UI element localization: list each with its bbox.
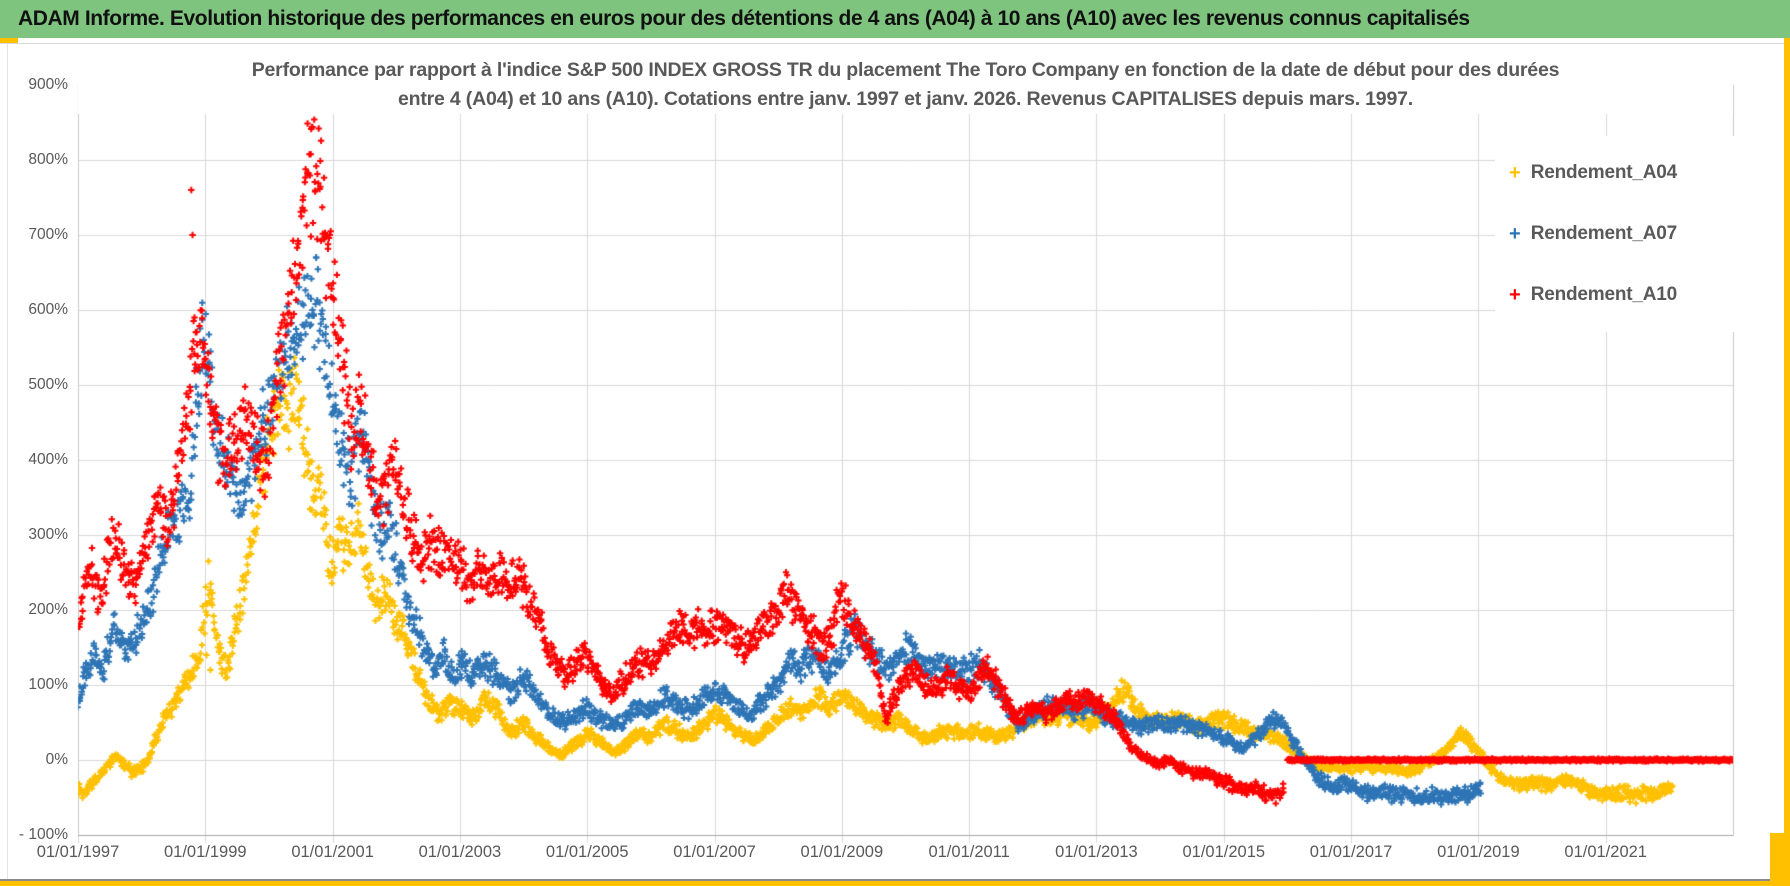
y-axis-tick-label: - 100% (18, 826, 68, 843)
x-axis-tick-label: 01/01/2021 (1564, 843, 1647, 861)
x-axis-tick-label: 01/01/2015 (1182, 843, 1266, 861)
header-title: ADAM Informe. Evolution historique des p… (18, 7, 1470, 30)
x-axis-tick-label: 01/01/2001 (291, 843, 374, 861)
chart-legend: + Rendement_A04 + Rendement_A07 + Rendem… (1495, 136, 1748, 332)
y-axis-tick-label: 700% (28, 226, 68, 243)
accent-border-bottom (0, 881, 1790, 886)
chart-title-line2: entre 4 (A04) et 10 ans (A10). Cotations… (398, 88, 1413, 110)
x-axis-tick-label: 01/01/2019 (1437, 843, 1520, 861)
legend-label-a10: Rendement_A10 (1530, 284, 1677, 306)
slide-left-hairline (7, 44, 8, 879)
accent-border-right (1784, 38, 1790, 886)
x-axis-tick-label: 01/01/2013 (1055, 843, 1138, 861)
accent-corner-bottom-right (1770, 833, 1790, 886)
chart-title-line1: Performance par rapport à l'indice S&P 5… (251, 59, 1560, 81)
legend-label-a07: Rendement_A07 (1530, 222, 1677, 244)
plus-marker-icon: + (1509, 284, 1521, 307)
legend-item-a07: + Rendement_A07 (1495, 223, 1748, 245)
x-axis-tick-label: 01/01/2009 (800, 843, 884, 861)
x-axis-tick-label: 01/01/2005 (545, 843, 629, 861)
x-axis-tick-label: 01/01/2007 (673, 843, 756, 861)
slide-bottom-line (0, 879, 1790, 881)
x-axis-tick-label: 01/01/1997 (36, 843, 120, 861)
legend-item-a04: + Rendement_A04 (1495, 162, 1748, 184)
y-axis-tick-label: 800% (28, 151, 68, 168)
plus-marker-icon: + (1509, 161, 1521, 184)
chart-title: Performance par rapport à l'indice S&P 5… (78, 56, 1733, 114)
y-axis-tick-label: 200% (28, 601, 68, 618)
accent-tab-left (0, 38, 18, 43)
y-axis-tick-label: 500% (28, 376, 68, 393)
x-axis-tick-label: 01/01/2017 (1309, 843, 1393, 861)
y-axis-tick-label: 400% (28, 451, 68, 468)
x-axis-tick-label: 01/01/2011 (928, 843, 1010, 861)
header-bar: ADAM Informe. Evolution historique des p… (0, 0, 1790, 38)
y-axis-tick-label: 100% (28, 676, 68, 693)
legend-item-a10: + Rendement_A10 (1495, 284, 1748, 306)
legend-label-a04: Rendement_A04 (1530, 161, 1677, 183)
header-underline (0, 43, 1790, 44)
y-axis-tick-label: 900% (28, 76, 68, 93)
y-axis-tick-label: 0% (45, 751, 68, 768)
y-axis-tick-label: 600% (28, 301, 68, 318)
x-axis-tick-label: 01/01/2003 (418, 843, 502, 861)
plus-marker-icon: + (1509, 222, 1521, 245)
x-axis-tick-label: 01/01/1999 (164, 843, 247, 861)
y-axis-tick-label: 300% (28, 526, 68, 543)
